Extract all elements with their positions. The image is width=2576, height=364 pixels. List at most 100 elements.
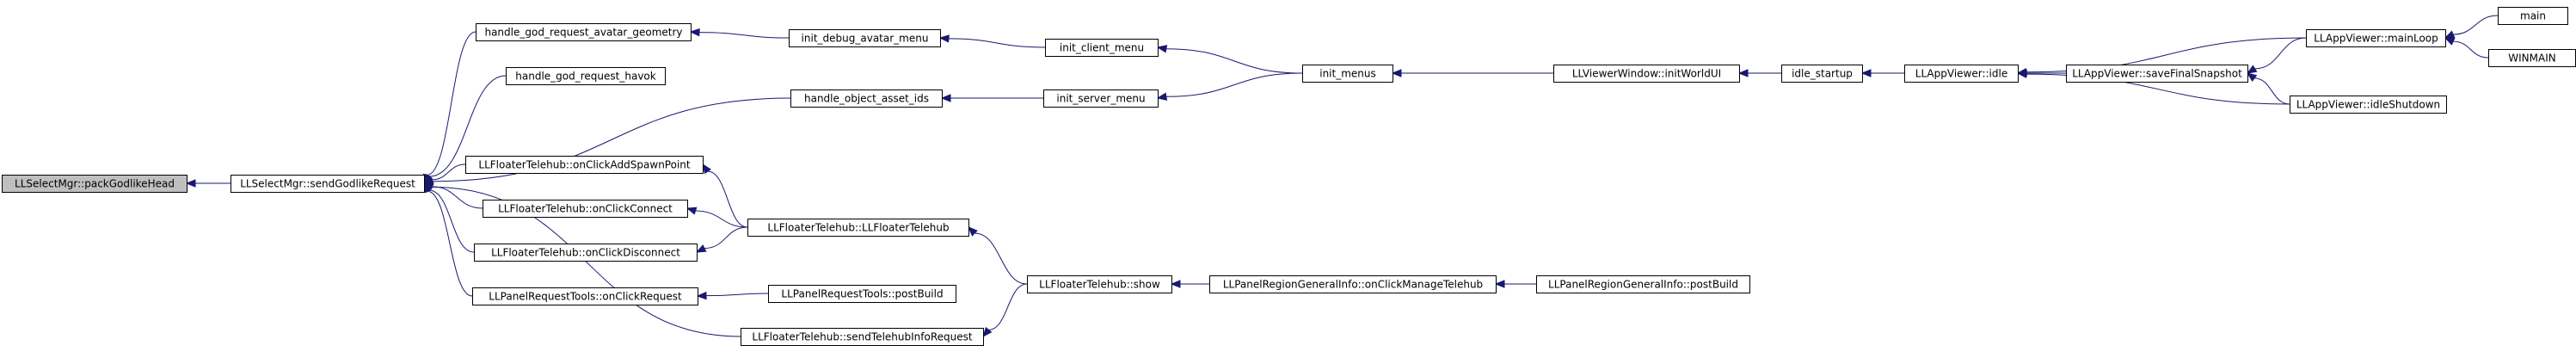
node-label: init_menus — [1319, 68, 1376, 80]
edge-arrowhead — [185, 179, 196, 188]
node-initWorldUI[interactable]: LLViewerWindow::initWorldUI — [1553, 65, 1740, 83]
node-box — [1302, 65, 1393, 83]
node-box — [1045, 39, 1159, 57]
node-label: LLAppViewer::idleShutdown — [2296, 99, 2440, 111]
edge-init_menus-to-init_server_menu — [1165, 72, 1303, 97]
node-box — [476, 23, 692, 41]
edge-arrowhead — [422, 182, 434, 191]
node-rg_postBuild[interactable]: LLPanelRegionGeneralInfo::postBuild — [1536, 275, 1750, 293]
node-LLFloaterTelehub_ctor[interactable]: LLFloaterTelehub::LLFloaterTelehub — [747, 219, 969, 237]
node-box — [465, 156, 704, 174]
node-idleShutdown[interactable]: LLAppViewer::idleShutdown — [2290, 96, 2447, 114]
node-box — [1553, 65, 1740, 83]
node-label: LLPanelRegionGeneralInfo::postBuild — [1548, 279, 1738, 291]
node-onClickConnect[interactable]: LLFloaterTelehub::onClickConnect — [483, 200, 688, 218]
node-mainLoop[interactable]: LLAppViewer::mainLoop — [2306, 29, 2446, 47]
edge-handle_god_request_havok-to-sendGodlikeRequest — [429, 75, 507, 177]
node-label: handle_god_request_havok — [515, 71, 655, 83]
node-box — [1043, 89, 1159, 108]
node-box — [2066, 65, 2248, 83]
node-handle_god_request_havok[interactable]: handle_god_request_havok — [506, 67, 666, 85]
node-box — [768, 285, 956, 303]
node-label: LLFloaterTelehub::onClickConnect — [498, 203, 673, 215]
node-packGodlikeHead[interactable]: LLSelectMgr::packGodlikeHead — [2, 175, 188, 193]
edge-arrowhead — [1156, 45, 1168, 53]
edge-arrowhead — [696, 291, 707, 300]
edges — [185, 15, 2499, 338]
node-box — [2306, 29, 2446, 47]
edge-telehub_show-to-LLFloaterTelehub_ctor — [974, 232, 1028, 285]
node-label: init_client_menu — [1060, 42, 1144, 54]
node-init_client_menu[interactable]: init_client_menu — [1045, 39, 1159, 57]
edge-arrowhead — [940, 94, 951, 102]
edge-init_debug_avatar_menu-to-handle_god_request_avatar_geometry — [698, 32, 790, 39]
node-onClickAddSpawnPoint[interactable]: LLFloaterTelehub::onClickAddSpawnPoint — [465, 156, 704, 174]
node-handle_object_asset_ids[interactable]: handle_object_asset_ids — [790, 89, 943, 108]
node-sendTelehubInfoRequest[interactable]: LLFloaterTelehub::sendTelehubInfoRequest — [741, 328, 984, 346]
node-onClickRequest[interactable]: LLPanelRequestTools::onClickRequest — [472, 287, 698, 305]
edge-arrowhead — [2246, 72, 2258, 83]
node-box — [1781, 65, 1863, 83]
node-telehub_show[interactable]: LLFloaterTelehub::show — [1027, 275, 1172, 293]
node-box — [790, 89, 943, 108]
node-label: LLPanelRegionGeneralInfo::onClickManageT… — [1223, 279, 1483, 291]
node-idle[interactable]: LLAppViewer::idle — [1904, 65, 2019, 83]
node-rt_postBuild[interactable]: LLPanelRequestTools::postBuild — [768, 285, 956, 303]
node-idle_startup[interactable]: idle_startup — [1781, 65, 1863, 83]
edge-arrowhead — [968, 226, 978, 237]
node-label: LLFloaterTelehub::show — [1039, 279, 1160, 291]
nodes: LLSelectMgr::packGodlikeHead LLSelectMgr:… — [2, 7, 2576, 346]
node-main[interactable]: main — [2498, 7, 2568, 25]
node-label: LLFloaterTelehub::onClickAddSpawnPoint — [478, 159, 691, 171]
edge-onClickAddSpawnPoint-to-sendGodlikeRequest — [432, 163, 466, 181]
node-sendGodlikeRequest[interactable]: LLSelectMgr::sendGodlikeRequest — [231, 175, 425, 193]
node-box — [1027, 275, 1172, 293]
node-label: main — [2520, 10, 2546, 22]
node-box — [1536, 275, 1750, 293]
edge-arrowhead — [1391, 69, 1402, 77]
node-box — [1904, 65, 2019, 83]
edge-arrowhead — [2246, 65, 2258, 74]
node-label: handle_god_request_avatar_geometry — [484, 27, 682, 39]
edge-init_menus-to-init_client_menu — [1165, 48, 1303, 74]
node-init_debug_avatar_menu[interactable]: init_debug_avatar_menu — [789, 29, 941, 47]
node-onClickManageTelehub[interactable]: LLPanelRegionGeneralInfo::onClickManageT… — [1209, 275, 1497, 293]
edge-LLFloaterTelehub_ctor-to-onClickDisconnect — [704, 226, 748, 250]
edge-arrowhead — [689, 28, 700, 37]
edge-arrowhead — [702, 163, 711, 175]
edge-onClickRequest-to-sendGodlikeRequest — [427, 190, 473, 297]
node-label: LLAppViewer::saveFinalSnapshot — [2072, 68, 2242, 80]
node-box — [2, 175, 188, 193]
node-box — [231, 175, 425, 193]
node-box — [474, 244, 698, 262]
node-label: LLPanelRequestTools::postBuild — [781, 288, 943, 300]
node-box — [472, 287, 698, 305]
edge-arrowhead — [982, 326, 993, 338]
node-box — [483, 200, 688, 218]
node-label: handle_object_asset_ids — [804, 93, 929, 105]
node-WINMAIN[interactable]: WINMAIN — [2488, 49, 2576, 67]
node-label: LLViewerWindow::initWorldUI — [1572, 68, 1721, 80]
edge-mainLoop-to-saveFinalSnapshot — [2254, 37, 2307, 70]
node-box — [2498, 7, 2568, 25]
edge-arrowhead — [2444, 30, 2456, 39]
node-box — [1209, 275, 1497, 293]
edge-WINMAIN-to-mainLoop — [2453, 40, 2489, 59]
node-saveFinalSnapshot[interactable]: LLAppViewer::saveFinalSnapshot — [2066, 65, 2248, 83]
node-init_menus[interactable]: init_menus — [1302, 65, 1393, 83]
edge-arrowhead — [2016, 70, 2027, 78]
node-handle_god_request_avatar_geometry[interactable]: handle_god_request_avatar_geometry — [476, 23, 692, 41]
edge-arrowhead — [1737, 69, 1749, 77]
node-label: LLPanelRequestTools::onClickRequest — [489, 291, 682, 303]
edge-LLFloaterTelehub_ctor-to-onClickConnect — [695, 210, 748, 228]
node-label: LLAppViewer::idle — [1915, 68, 2007, 80]
node-onClickDisconnect[interactable]: LLFloaterTelehub::onClickDisconnect — [474, 244, 698, 262]
edge-arrowhead — [1170, 280, 1181, 288]
edge-main-to-mainLoop — [2453, 15, 2499, 35]
edge-arrowhead — [938, 34, 950, 43]
edge-arrowhead — [1156, 92, 1168, 101]
node-label: LLFloaterTelehub::LLFloaterTelehub — [767, 222, 949, 234]
node-init_server_menu[interactable]: init_server_menu — [1043, 89, 1159, 108]
node-label: idle_startup — [1792, 68, 1853, 80]
